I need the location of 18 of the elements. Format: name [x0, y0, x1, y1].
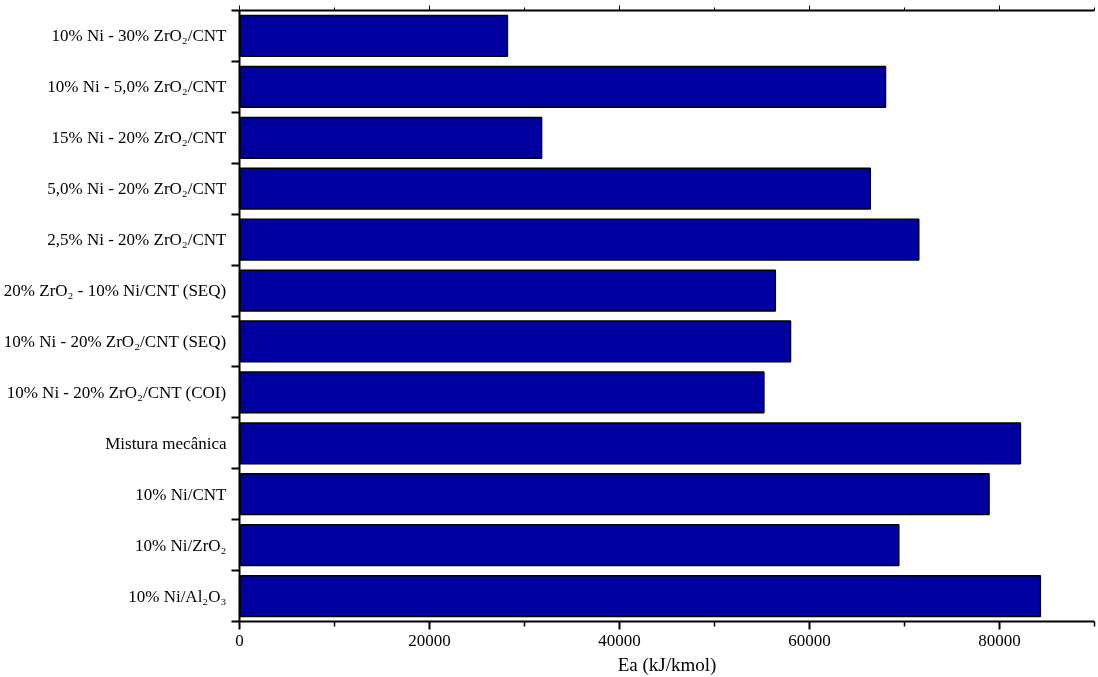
y-tick-label: 10% Ni - 20% ZrO₂/CNT (COI): [6, 382, 227, 402]
x-tick-label: 80000: [978, 630, 1021, 650]
y-tick-label: 20% ZrO₂ - 10% Ni/CNT (SEQ): [3, 281, 227, 301]
y-tick-label: 10% Ni - 5,0% ZrO₂/CNT: [47, 77, 228, 97]
y-tick-label: 10% Ni - 30% ZrO₂/CNT: [51, 26, 228, 46]
y-tick-label: 15% Ni - 20% ZrO₂/CNT: [51, 128, 228, 148]
x-tick-label: 0: [235, 630, 244, 650]
y-tick-label: 10% Ni/CNT: [135, 484, 228, 504]
y-tick-label: 10% Ni - 20% ZrO₂/CNT (SEQ): [3, 331, 227, 351]
x-axis-title: Ea (kJ/kmol): [617, 653, 717, 676]
y-tick-label: 2,5% Ni - 20% ZrO₂/CNT: [47, 230, 228, 250]
x-tick-label: 20000: [408, 630, 451, 650]
y-tick-label: 10% Ni/ZrO₂: [135, 535, 227, 555]
y-tick-label: 5,0% Ni - 20% ZrO₂/CNT: [47, 179, 228, 199]
y-tick-label: Mistura mecânica: [105, 433, 227, 453]
x-tick-label: 40000: [598, 630, 641, 650]
x-tick-label: 60000: [788, 630, 831, 650]
y-tick-label: 10% Ni/Al₂O₃: [128, 586, 227, 606]
